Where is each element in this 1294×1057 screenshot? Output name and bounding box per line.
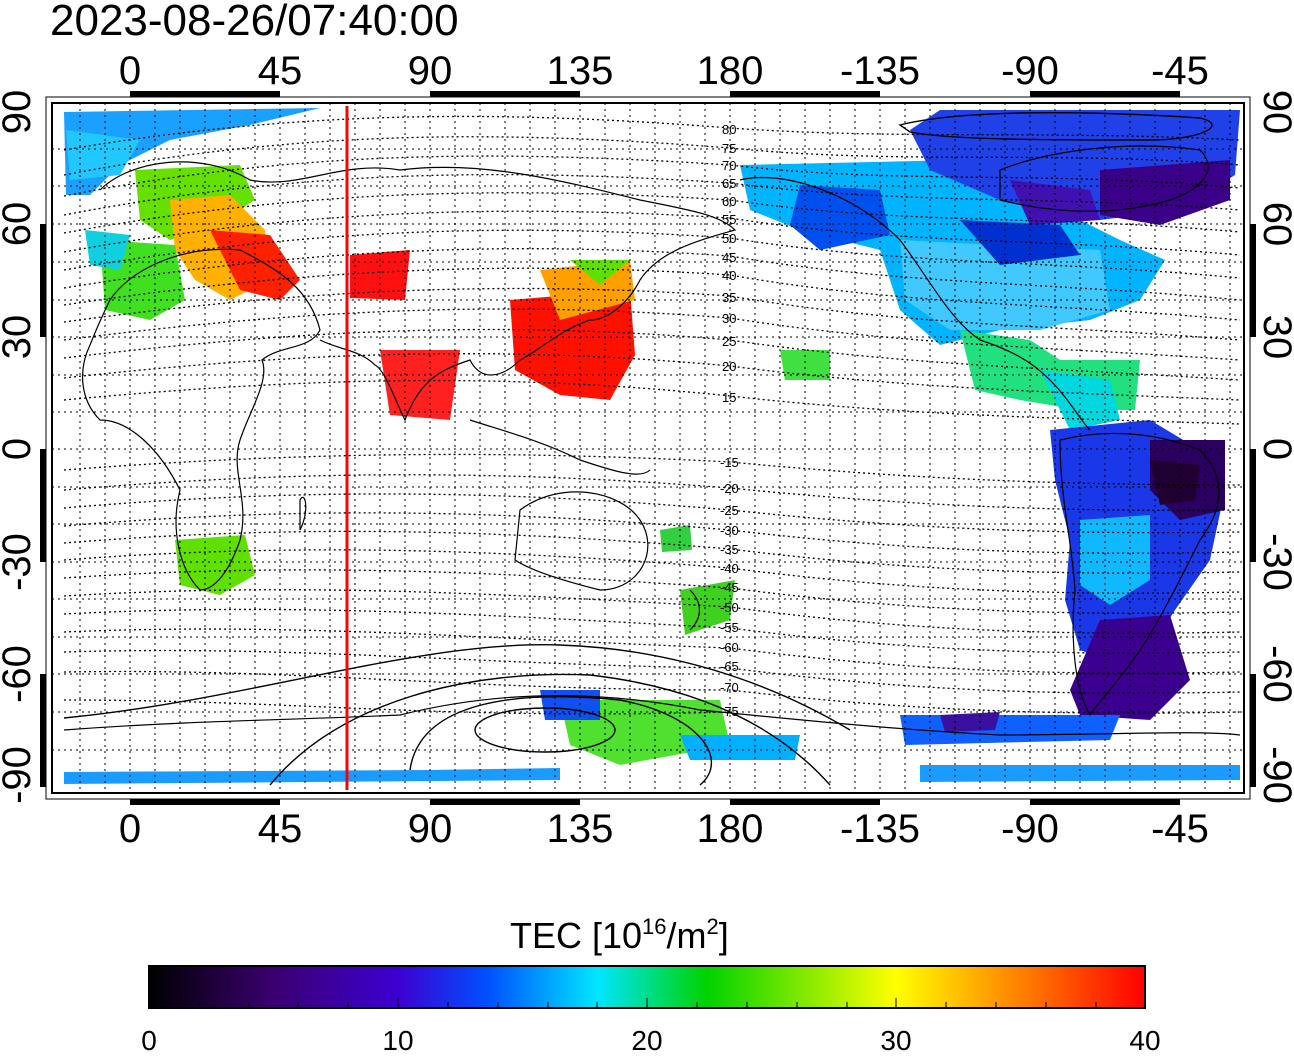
- contour-label: -30: [720, 523, 739, 538]
- lon-label-top: -45: [1151, 49, 1209, 93]
- map-frame: [51, 102, 1245, 794]
- lat-label-left: 60: [0, 202, 39, 247]
- contour-label: 55: [722, 212, 736, 227]
- contour-label: 35: [722, 290, 736, 305]
- lon-label-bottom: 90: [408, 807, 453, 851]
- lat-label-left: -30: [0, 533, 39, 591]
- contour-labels: 80 75 70 65 60 55 50 45 40 35 30 25 20 15 -15 -20 -25 -30…: [720, 122, 739, 719]
- magnetic-latitude-contours: [63, 115, 1241, 715]
- lat-labels-left: 90 60 30 0 -30 -60 -90: [0, 90, 39, 804]
- lon-labels-bottom: 0 45 90 135 180 -135 -90 -45: [119, 807, 1209, 851]
- map-timestamp: 2023-08-26/07:40:00: [50, 0, 459, 45]
- coastlines: [63, 145, 1241, 736]
- lon-labels-top: 0 45 90 135 180 -135 -90 -45: [119, 49, 1209, 93]
- contour-label: -40: [720, 561, 739, 576]
- contour-label: -75: [720, 704, 739, 719]
- contour-label: -35: [720, 542, 739, 557]
- lat-label-left: -60: [0, 645, 39, 703]
- colorbar-tick-label: 40: [1129, 1025, 1160, 1056]
- contour-label: 75: [722, 141, 736, 156]
- contour-label: -55: [720, 620, 739, 635]
- contour-label: -50: [720, 600, 739, 615]
- lon-label-bottom: -135: [840, 807, 920, 851]
- lon-label-bottom: 45: [258, 807, 303, 851]
- tec-data-layer: [64, 108, 1240, 784]
- contour-label: 70: [722, 158, 736, 173]
- lat-label-right: 90: [1255, 90, 1294, 135]
- lon-label-bottom: 0: [119, 807, 141, 851]
- lon-label-top: -135: [840, 49, 920, 93]
- colorbar-tick-label: 30: [880, 1025, 911, 1056]
- lon-label-top: 180: [697, 49, 764, 93]
- colorbar: [148, 965, 1146, 1009]
- lat-label-right: -30: [1255, 533, 1294, 591]
- contour-label: -70: [720, 680, 739, 695]
- lon-label-top: -90: [1001, 49, 1059, 93]
- contour-label: -25: [720, 503, 739, 518]
- lon-label-bottom: -45: [1151, 807, 1209, 851]
- lat-label-left: 30: [0, 315, 39, 360]
- contour-label: 25: [722, 334, 736, 349]
- lon-label-top: 0: [119, 49, 141, 93]
- colorbar-tick-label: 0: [141, 1025, 157, 1056]
- lon-label-bottom: -90: [1001, 807, 1059, 851]
- lat-label-left: -90: [0, 746, 39, 804]
- contour-label: 45: [722, 250, 736, 265]
- contour-label: -15: [720, 455, 739, 470]
- lat-label-right: 30: [1255, 315, 1294, 360]
- contour-label: 30: [722, 311, 736, 326]
- lat-labels-right: 90 60 30 0 -30 -60 -90: [1255, 90, 1294, 804]
- lat-label-right: 0: [1255, 438, 1294, 460]
- colorbar-tick-label: 20: [631, 1025, 662, 1056]
- auroral-oval-contours: [63, 111, 1213, 786]
- colorbar-tick-labels: 0 10 20 30 40: [141, 1025, 1160, 1056]
- lat-label-right: 60: [1255, 202, 1294, 247]
- contour-label: 80: [722, 122, 736, 137]
- lon-label-bottom: 135: [547, 807, 614, 851]
- contour-label: -45: [720, 580, 739, 595]
- contour-label: 40: [722, 268, 736, 283]
- lat-label-left: 90: [0, 90, 39, 135]
- colorbar-minor-ticks: [198, 998, 1097, 1008]
- lat-label-left: 0: [0, 438, 39, 460]
- lat-label-right: -60: [1255, 645, 1294, 703]
- lon-label-bottom: 180: [697, 807, 764, 851]
- contour-label: 15: [722, 390, 736, 405]
- lon-label-top: 90: [408, 49, 453, 93]
- lon-label-top: 135: [547, 49, 614, 93]
- contour-label: -60: [720, 640, 739, 655]
- colorbar-tick-label: 10: [382, 1025, 413, 1056]
- lat-label-right: -90: [1255, 746, 1294, 804]
- colorbar-title: TEC [1016/m2]: [510, 914, 729, 956]
- contour-label: -20: [720, 481, 739, 496]
- contour-label: -65: [720, 659, 739, 674]
- graticule: [52, 103, 1244, 793]
- contour-label: 60: [722, 194, 736, 209]
- contour-label: 50: [722, 231, 736, 246]
- contour-label: 65: [722, 176, 736, 191]
- lon-label-top: 45: [258, 49, 303, 93]
- axis-bars: [40, 91, 1256, 805]
- contour-label: 20: [722, 359, 736, 374]
